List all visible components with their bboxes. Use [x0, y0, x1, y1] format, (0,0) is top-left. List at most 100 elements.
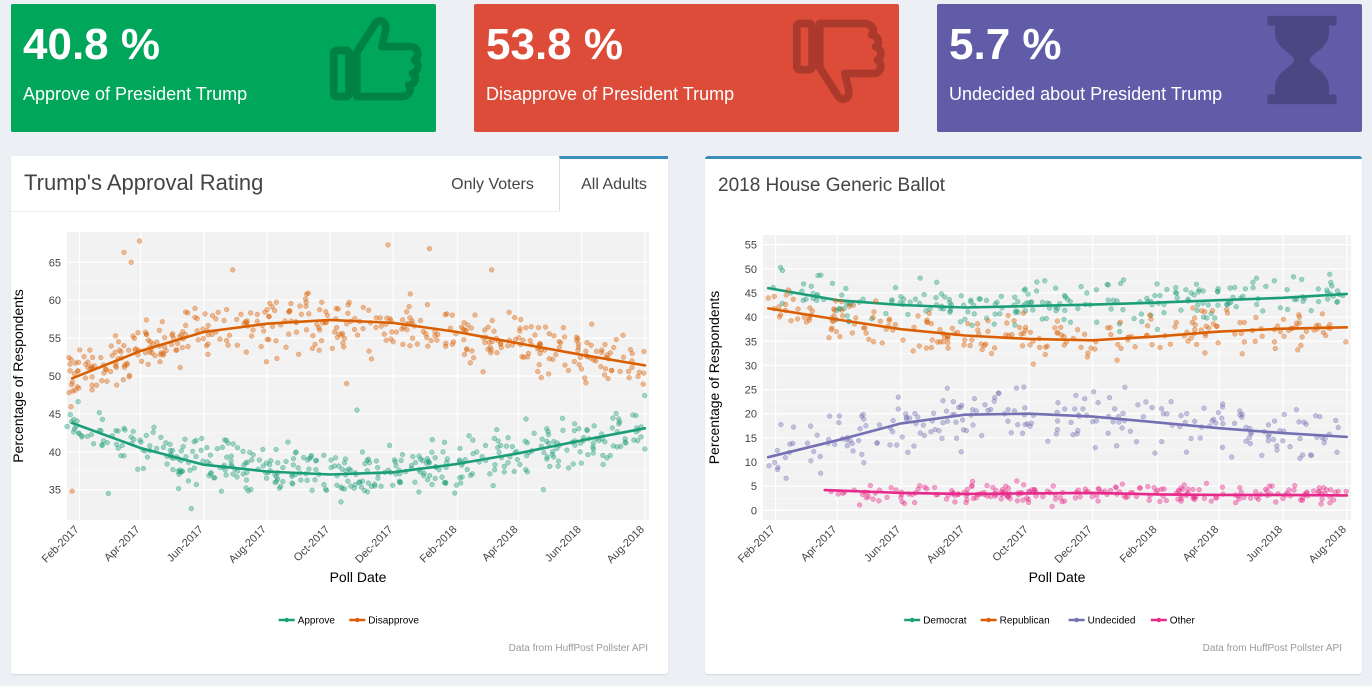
data-point: [630, 412, 636, 418]
data-point: [332, 329, 338, 335]
data-point: [870, 496, 876, 502]
data-point: [1137, 485, 1143, 491]
data-point: [209, 331, 215, 338]
data-point: [223, 337, 230, 344]
data-point: [1149, 404, 1155, 411]
data-point: [453, 482, 460, 488]
data-point: [551, 333, 557, 339]
data-point: [546, 356, 552, 362]
data-point: [1191, 292, 1197, 298]
data-point: [991, 321, 997, 327]
data-point: [1120, 307, 1126, 313]
data-point: [985, 318, 991, 324]
data-point: [397, 479, 404, 486]
data-point: [144, 454, 151, 460]
data-point: [260, 446, 266, 453]
data-point: [439, 474, 445, 480]
data-point: [1059, 499, 1065, 505]
data-point: [952, 499, 958, 505]
data-point: [1062, 406, 1068, 412]
data-point: [426, 246, 433, 252]
data-point: [147, 339, 153, 345]
data-point: [1095, 498, 1101, 504]
data-point: [312, 341, 318, 348]
data-point: [449, 341, 456, 347]
data-point: [214, 446, 221, 452]
data-point: [1044, 343, 1050, 349]
data-point: [1272, 345, 1278, 352]
data-point: [162, 334, 168, 341]
data-point: [1082, 486, 1089, 492]
data-point: [75, 359, 82, 365]
data-point: [1043, 315, 1049, 322]
data-point: [112, 349, 118, 356]
data-point: [985, 328, 991, 334]
data-point: [1241, 339, 1248, 345]
data-point: [571, 421, 578, 427]
data-point: [501, 469, 507, 475]
y-axis-title: Percentage of Respondents: [706, 291, 722, 465]
data-point: [602, 439, 608, 445]
data-point: [974, 321, 981, 327]
y-tick-label: 40: [49, 447, 61, 459]
data-point: [254, 311, 260, 318]
y-tick-label: 15: [745, 433, 757, 445]
data-point: [1054, 427, 1061, 433]
data-point: [947, 300, 953, 306]
tab-all-adults[interactable]: All Adults: [559, 156, 668, 211]
data-point: [1024, 495, 1030, 501]
data-point: [137, 437, 143, 443]
data-point: [512, 314, 518, 321]
data-point: [1259, 333, 1265, 339]
data-point: [193, 453, 199, 460]
data-point: [482, 339, 488, 346]
data-point: [1318, 501, 1324, 507]
data-point: [490, 483, 496, 489]
data-point: [800, 281, 807, 287]
data-point: [886, 318, 892, 324]
data-point: [1027, 342, 1033, 348]
data-point: [341, 460, 348, 466]
data-point: [1095, 399, 1101, 406]
trend-line-republican: [766, 307, 1349, 342]
data-point: [458, 324, 465, 331]
data-point: [74, 418, 80, 424]
data-point: [192, 314, 198, 320]
data-point: [1266, 483, 1273, 489]
data-point: [1054, 318, 1061, 324]
data-point: [772, 459, 778, 466]
data-point: [617, 368, 623, 375]
data-point: [302, 296, 309, 302]
data-point: [1334, 288, 1341, 294]
data-point: [321, 481, 327, 488]
data-point: [417, 317, 424, 324]
approval-panel: Trump's Approval Rating Only Voters All …: [11, 156, 668, 674]
data-point: [964, 486, 971, 493]
data-point: [549, 451, 555, 458]
data-point: [234, 342, 241, 348]
data-point: [71, 426, 78, 432]
data-point: [464, 466, 470, 473]
data-point: [145, 361, 151, 367]
approval-panel-title: Trump's Approval Rating: [24, 170, 264, 195]
data-point: [593, 358, 599, 364]
data-point: [309, 345, 316, 352]
data-point: [358, 484, 365, 490]
data-point: [470, 437, 476, 443]
data-point: [523, 325, 529, 331]
data-point: [577, 449, 583, 455]
x-tick-label: Feb-2018: [418, 524, 460, 566]
y-tick-label: 5: [751, 481, 757, 493]
data-point: [514, 456, 521, 463]
data-point: [456, 457, 463, 463]
x-tick-label: Apr-2018: [480, 524, 520, 564]
tab-only-voters[interactable]: Only Voters: [451, 176, 534, 193]
data-point: [432, 455, 438, 461]
data-point: [505, 343, 511, 349]
x-tick-label: Apr-2017: [799, 524, 839, 564]
legend-key-point: [910, 617, 915, 623]
data-point: [1183, 287, 1189, 293]
data-point: [466, 433, 472, 439]
data-point: [360, 304, 366, 311]
data-point: [72, 360, 78, 366]
